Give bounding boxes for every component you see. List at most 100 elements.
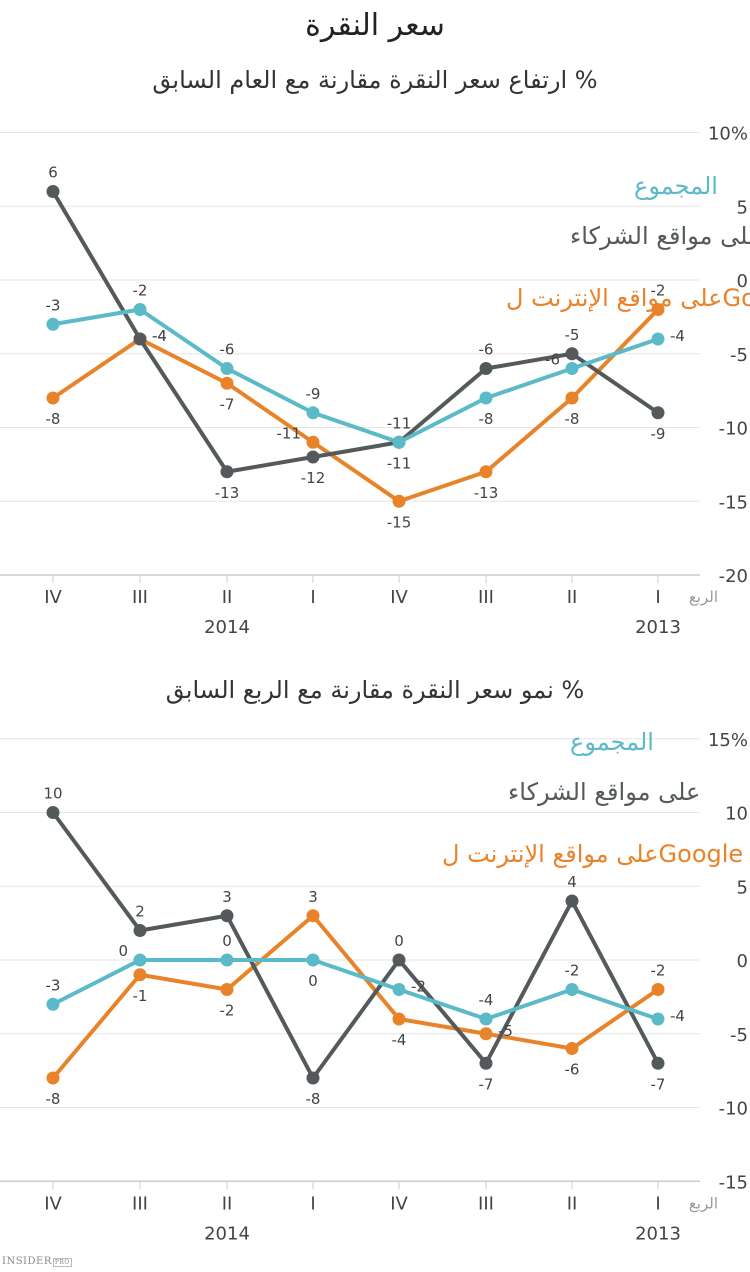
y-tick-label: -10 <box>719 1099 748 1120</box>
legend-total: المجموع <box>570 728 654 756</box>
data-point-google <box>651 983 665 996</box>
data-point-google <box>392 1012 406 1026</box>
data-point-partners <box>479 362 493 375</box>
x-tick-label: I <box>310 1193 315 1214</box>
x-tick-label: IV <box>44 587 62 608</box>
data-point-google <box>220 376 234 390</box>
data-label: -2 <box>565 962 580 980</box>
data-point-total <box>220 362 234 375</box>
legend-google: Googleعلى مواقع الإنترنت ل <box>442 840 743 868</box>
data-point-google <box>479 1027 493 1041</box>
data-label: -6 <box>220 341 235 359</box>
x-axis-label: الربع <box>689 1194 718 1212</box>
data-point-partners <box>392 953 406 967</box>
data-label: -2 <box>651 962 666 980</box>
data-label: -8 <box>46 1090 61 1108</box>
data-label: -3 <box>46 976 61 994</box>
data-label: -1 <box>133 987 148 1005</box>
data-point-google <box>479 465 493 479</box>
data-point-total <box>392 435 406 449</box>
data-point-total <box>220 953 234 967</box>
data-label: 0 <box>222 932 232 950</box>
x-tick-label: I <box>655 587 660 608</box>
data-label: -2 <box>220 1002 235 1020</box>
y-tick-label: -5 <box>730 1025 748 1046</box>
data-point-google <box>306 435 320 449</box>
data-label: -5 <box>565 326 580 344</box>
x-tick-label: IV <box>390 587 408 608</box>
data-point-google <box>306 909 320 923</box>
data-point-google <box>565 1042 579 1055</box>
data-point-partners <box>306 450 320 464</box>
y-tick-label: -5 <box>730 345 748 366</box>
data-point-google <box>651 303 665 316</box>
y-tick-label: -15 <box>719 1172 748 1193</box>
data-label: -8 <box>306 1090 321 1108</box>
year-label: 2013 <box>635 617 681 638</box>
year-label: 2014 <box>204 617 250 638</box>
y-tick-label: 0 <box>737 951 748 972</box>
data-label: -8 <box>46 410 61 428</box>
y-tick-label: -20 <box>719 566 748 587</box>
data-label: -13 <box>215 484 240 502</box>
series-line-partners <box>51 190 660 474</box>
data-point-partners <box>46 806 60 819</box>
data-point-total <box>306 953 320 967</box>
chart2-title: % نمو سعر النقرة مقارنة مع الربع السابق <box>165 676 585 704</box>
data-label: -13 <box>474 484 499 502</box>
data-label: 0 <box>394 932 404 950</box>
data-point-total <box>651 1012 665 1026</box>
x-tick-label: III <box>478 587 494 608</box>
x-tick-label: I <box>310 587 315 608</box>
data-point-partners <box>651 406 665 420</box>
data-point-total <box>133 953 147 967</box>
data-point-total <box>133 303 147 316</box>
chart1-title: % ارتفاع سعر النقرة مقارنة مع العام السا… <box>152 66 598 94</box>
data-label: -8 <box>565 410 580 428</box>
data-point-google <box>220 983 234 996</box>
data-label: -11 <box>277 424 302 442</box>
data-label: 6 <box>48 164 58 182</box>
data-point-google <box>46 1071 60 1085</box>
legend-partners: على مواقع الشركاء <box>570 222 750 250</box>
data-point-partners <box>565 894 579 908</box>
data-label: 3 <box>222 888 232 906</box>
main-title: سعر النقرة <box>305 8 445 43</box>
data-label: -11 <box>387 414 412 432</box>
series-line-partners <box>51 811 660 1080</box>
data-point-total <box>306 406 320 420</box>
series-line-total <box>52 958 659 1021</box>
data-label: -7 <box>479 1075 494 1093</box>
data-label: -4 <box>392 1031 407 1049</box>
data-point-partners <box>651 1056 665 1070</box>
x-tick-label: II <box>222 1193 233 1214</box>
x-tick-label: III <box>132 587 148 608</box>
data-label: -8 <box>479 410 494 428</box>
data-point-total <box>479 1012 493 1026</box>
data-label: -3 <box>46 296 61 314</box>
x-tick-label: II <box>222 587 233 608</box>
data-label: -5 <box>498 1022 513 1040</box>
data-point-partners <box>220 909 234 923</box>
data-point-partners <box>220 465 234 479</box>
legend-total: المجموع <box>634 172 718 200</box>
data-point-partners <box>46 185 60 198</box>
data-label: -9 <box>651 425 666 443</box>
data-label: -7 <box>651 1075 666 1093</box>
data-label: 0 <box>308 972 318 990</box>
data-point-google <box>565 391 579 405</box>
data-point-total <box>392 983 406 996</box>
data-label: -9 <box>306 385 321 403</box>
x-tick-label: IV <box>390 1193 408 1214</box>
data-label: -11 <box>387 454 412 472</box>
data-point-total <box>565 362 579 375</box>
series-line-total <box>52 307 659 445</box>
data-label: -4 <box>670 327 685 345</box>
data-point-total <box>46 997 60 1011</box>
data-label: -4 <box>479 991 494 1009</box>
x-tick-label: II <box>567 587 578 608</box>
data-label: 2 <box>135 903 145 921</box>
x-tick-label: III <box>478 1193 494 1214</box>
data-point-google <box>133 968 147 982</box>
